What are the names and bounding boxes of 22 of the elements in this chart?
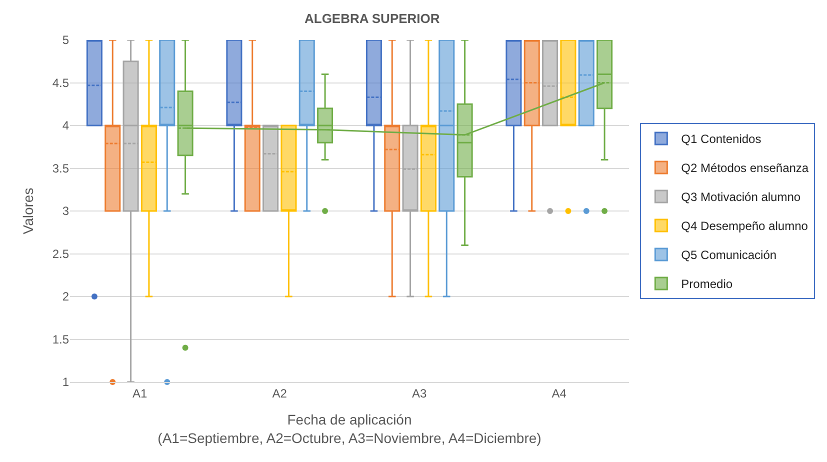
legend-label: Q4 Desempeño alumno xyxy=(681,219,808,234)
legend-label: Promedio xyxy=(681,277,733,292)
y-tick-label: 5 xyxy=(62,33,70,48)
legend-label: Q2 Métodos enseñanza xyxy=(681,161,809,176)
y-tick-label: 1 xyxy=(62,375,70,390)
y-tick-label: 4 xyxy=(62,118,70,133)
y-tick-label: 3 xyxy=(62,204,70,218)
x-tick-label: A1 xyxy=(132,386,148,400)
legend-label: Q3 Motivación alumno xyxy=(681,190,801,204)
y-tick-label: 4.5 xyxy=(52,76,70,90)
y-tick-label: 2 xyxy=(62,290,70,304)
y-axis-title: Valores xyxy=(20,188,36,234)
y-tick-label: 3.5 xyxy=(52,161,70,176)
x-tick-label: A4 xyxy=(552,386,567,400)
x-axis-title: Fecha de aplicación (A1=Septiembre, A2=Octubre, A3=Noviembre, A4=Diciembre) xyxy=(158,412,542,446)
y-tick-label: 2.5 xyxy=(52,246,70,261)
chart-title: ALGEBRA SUPERIOR xyxy=(304,10,440,26)
x-tick-label: A3 xyxy=(412,386,428,400)
y-tick-label: 1.5 xyxy=(52,332,70,346)
legend-label: Q5 Comunicación xyxy=(681,248,777,262)
legend-label: Q1 Contenidos xyxy=(681,132,762,146)
x-tick-label: A2 xyxy=(272,386,288,400)
